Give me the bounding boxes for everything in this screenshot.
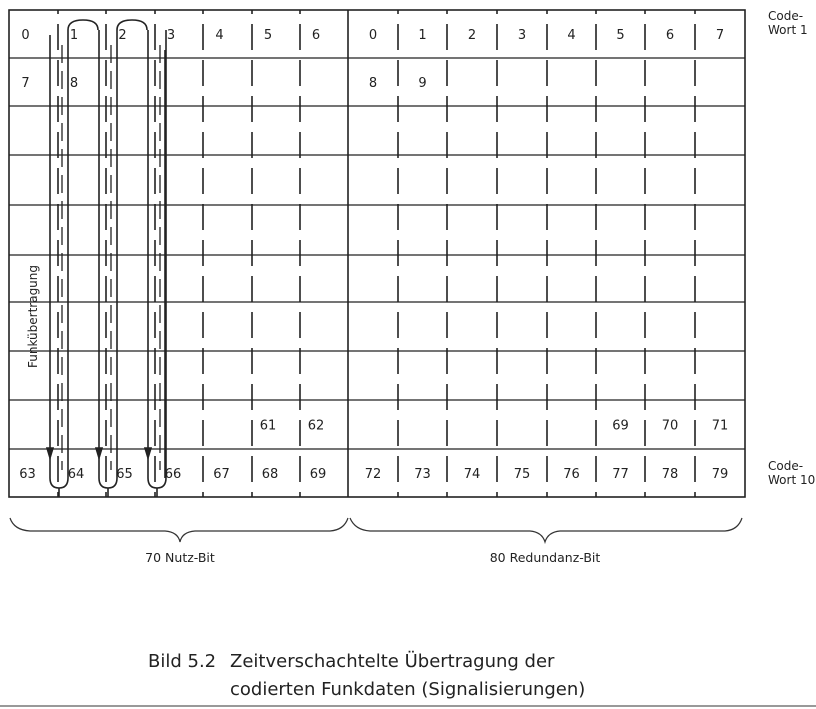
- arrow-down-icon: [94, 447, 104, 461]
- cell-number: 2: [118, 28, 126, 43]
- transmission-path: [147, 30, 167, 489]
- cell-number: 6: [666, 28, 674, 43]
- grid-frame: [8, 9, 746, 498]
- transmission-label: Funkübertragung: [26, 265, 40, 368]
- cell-number: 64: [68, 467, 85, 482]
- cell-number: 1: [418, 28, 426, 43]
- cell-number: 9: [418, 76, 426, 91]
- cell-number: 73: [414, 467, 431, 482]
- cell-number: 5: [264, 28, 272, 43]
- codeword-10-label: Wort 10: [768, 473, 815, 487]
- payload-bits-label: 70 Nutz-Bit: [145, 550, 215, 565]
- grid-lines: [8, 9, 746, 498]
- arrow-down-icon: [45, 447, 55, 461]
- cell-number: 65: [116, 467, 133, 482]
- cell-number: 7: [21, 76, 29, 91]
- cell-number: 69: [612, 419, 629, 434]
- arrow-down-icon: [143, 447, 153, 461]
- transmission-arch: [116, 19, 148, 31]
- cell-number: 74: [464, 467, 481, 482]
- caption-line-1: Zeitverschachtelte Übertragung der: [230, 650, 555, 672]
- cell-number: 3: [167, 28, 175, 43]
- cell-number: 66: [165, 467, 182, 482]
- cell-number: 7: [716, 28, 724, 43]
- cell-number: 71: [712, 419, 729, 434]
- cell-number: 62: [308, 419, 325, 434]
- transmission-path: [98, 30, 118, 489]
- codeword-1-label: Wort 1: [768, 23, 808, 37]
- cell-number: 5: [616, 28, 624, 43]
- cell-number: 0: [21, 28, 29, 43]
- cell-number: 4: [215, 28, 223, 43]
- redundancy-brace: [349, 517, 743, 545]
- cell-number: 79: [712, 467, 729, 482]
- cell-number: 76: [563, 467, 580, 482]
- cell-number: 8: [70, 76, 78, 91]
- cell-number: 75: [514, 467, 531, 482]
- transmission-path: [49, 30, 69, 489]
- codeword-1-label: Code-: [768, 9, 803, 23]
- cell-number: 0: [369, 28, 377, 43]
- payload-brace: [9, 517, 349, 543]
- cell-number: 67: [213, 467, 230, 482]
- cell-number: 78: [662, 467, 679, 482]
- redundancy-bits-label: 80 Redundanz-Bit: [490, 550, 601, 565]
- cell-number: 1: [70, 28, 78, 43]
- codeword-10-label: Code-: [768, 459, 803, 473]
- caption-line-2: codierten Funkdaten (Signalisierungen): [230, 679, 585, 700]
- caption-number: Bild 5.2: [148, 651, 216, 672]
- cell-number: 77: [612, 467, 629, 482]
- transmission-arch: [67, 19, 99, 31]
- cell-number: 3: [518, 28, 526, 43]
- cell-number: 2: [468, 28, 476, 43]
- cell-number: 69: [310, 467, 327, 482]
- cell-number: 61: [260, 419, 277, 434]
- cell-number: 72: [365, 467, 382, 482]
- cell-number: 63: [19, 467, 36, 482]
- transmission-loops: [45, 19, 167, 497]
- cell-number: 8: [369, 76, 377, 91]
- cell-number: 70: [662, 419, 679, 434]
- cell-number: 68: [262, 467, 279, 482]
- cell-number: 6: [312, 28, 320, 43]
- cell-number: 4: [567, 28, 575, 43]
